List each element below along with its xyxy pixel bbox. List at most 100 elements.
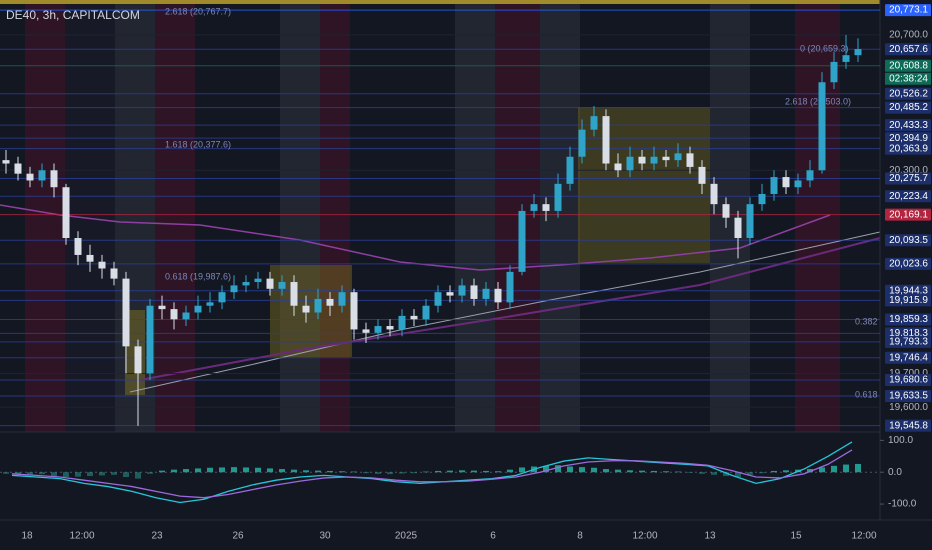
price-axis: 19,600.0 19,700.0 20,300.0 20,700.0 20,773.1… [885, 4, 931, 432]
osc-bar [243, 467, 249, 473]
candle-body [650, 156, 658, 164]
price-label-bg [885, 172, 931, 185]
session-band [320, 0, 350, 432]
candle-body [170, 309, 178, 320]
osc-bar [339, 471, 345, 473]
candle-body [530, 204, 538, 211]
osc-bar [135, 472, 141, 479]
price-label-bg [885, 351, 931, 364]
osc-bar [675, 471, 681, 473]
top-band [0, 0, 880, 4]
osc-bar [51, 472, 57, 477]
candle-body [410, 315, 418, 320]
osc-bar [423, 471, 429, 473]
candle-body [434, 292, 442, 306]
candle-body [326, 298, 334, 306]
osc-bar [99, 472, 105, 476]
fib-annotation: 0.618 [855, 389, 878, 399]
price-label-bg [885, 389, 931, 402]
session-band [25, 0, 65, 432]
x-tick-label: 23 [151, 531, 163, 542]
price-label: 20,023.6 [889, 259, 928, 270]
candle-body [806, 170, 814, 181]
candle-body [554, 183, 562, 211]
y-tick-label: 20,700.0 [889, 29, 928, 40]
price-label-bg [885, 419, 931, 432]
candle-body [110, 268, 118, 279]
osc-bar [15, 472, 21, 475]
candle-body [242, 282, 250, 286]
candle-body [2, 160, 10, 164]
price-label-bg [885, 142, 931, 155]
price-label: 19,818.3 [889, 328, 928, 339]
osc-bar [855, 463, 861, 473]
x-tick-label: 30 [319, 531, 331, 542]
price-label: 19,746.4 [889, 352, 928, 363]
osc-bar [591, 467, 597, 473]
candle-body [74, 238, 82, 255]
candle-body [566, 156, 574, 184]
price-label-bg [885, 87, 931, 100]
candle-body [662, 156, 670, 161]
price-label-bg [885, 119, 931, 132]
fib-annotation: 1.618 (20,377.6) [165, 139, 231, 149]
osc-bar [459, 470, 465, 473]
osc-bar [615, 469, 621, 473]
osc-bar [807, 469, 813, 473]
candle-body [362, 329, 370, 333]
x-tick-label: 26 [232, 531, 244, 542]
osc-bar [279, 469, 285, 473]
osc-bar [555, 465, 561, 473]
osc-bar [711, 472, 717, 475]
price-label: 20,433.3 [889, 120, 928, 131]
candle-body [218, 292, 226, 303]
price-label-bg [885, 101, 931, 114]
moving-average [139, 237, 881, 381]
price-label-bg [885, 284, 931, 297]
price-label: 19,545.8 [889, 420, 928, 431]
candle-body [266, 278, 274, 289]
price-label: 20,526.2 [889, 88, 928, 99]
price-label-bg [885, 335, 931, 348]
candle-body [386, 326, 394, 330]
fib-box [578, 107, 710, 263]
osc-bar [39, 472, 45, 475]
osc-bar [543, 465, 549, 473]
osc-bar [663, 471, 669, 473]
candle-body [854, 49, 862, 56]
osc-bar [579, 467, 585, 473]
countdown-bg [885, 72, 931, 85]
osc-bar [63, 472, 69, 477]
candle-body [674, 153, 682, 161]
price-label-bg [885, 234, 931, 247]
osc-bar [495, 471, 501, 473]
candle-body [50, 170, 58, 188]
price-label: 19,680.6 [889, 375, 928, 386]
osc-bar [207, 467, 213, 473]
osc-bar [303, 470, 309, 473]
osc-bar [843, 464, 849, 473]
y-tick-label: 19,700.0 [889, 368, 928, 379]
fib-annotation: 2.618 (20,767.7) [165, 6, 231, 16]
candles [2, 34, 862, 426]
candle-body [86, 254, 94, 262]
price-label: 19,915.9 [889, 295, 928, 306]
fib-annotation: 0.382 [855, 316, 878, 326]
price-label: 20,223.4 [889, 191, 928, 202]
price-label: 19,793.3 [889, 336, 928, 347]
price-label-bg [885, 4, 931, 17]
candle-body [350, 292, 358, 330]
oscillator: 100.0 0.0 -100.0 [0, 435, 917, 510]
candle-body [494, 288, 502, 303]
candle-body [134, 346, 142, 374]
price-label: 20,275.7 [889, 173, 928, 184]
osc-tick-label: 100.0 [888, 435, 913, 446]
candle-body [398, 315, 406, 330]
osc-bar [291, 469, 297, 473]
osc-bar [507, 469, 513, 473]
price-label: 19,859.3 [889, 314, 928, 325]
osc-bar [267, 468, 273, 473]
osc-bar [3, 472, 9, 474]
x-tick-label: 13 [704, 531, 716, 542]
candle-body [26, 173, 34, 181]
